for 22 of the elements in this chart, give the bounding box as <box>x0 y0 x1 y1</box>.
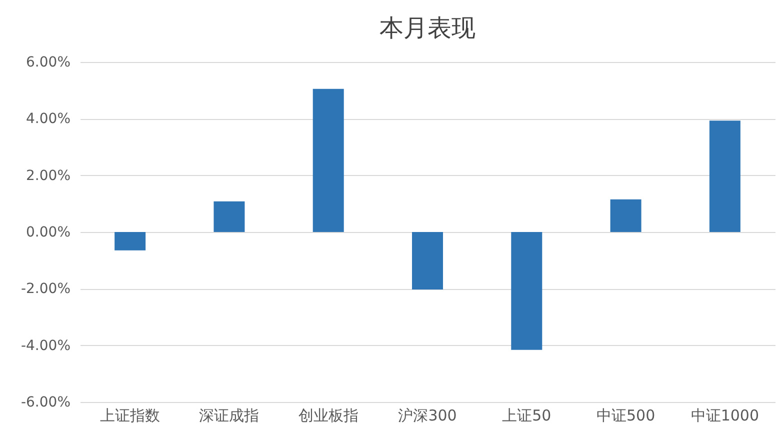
x-tick-label: 深证成指 <box>199 406 260 424</box>
x-tick-label: 创业板指 <box>298 406 358 424</box>
y-tick-label: -4.00% <box>20 338 70 354</box>
bar <box>709 120 740 232</box>
x-tick-label: 中证500 <box>596 406 656 424</box>
y-tick-label: 6.00% <box>26 54 70 70</box>
y-tick-label: -6.00% <box>20 394 70 410</box>
y-tick-label: 0.00% <box>26 224 70 240</box>
bar <box>114 232 146 250</box>
x-tick-label: 沪深300 <box>398 406 457 424</box>
y-tick-label: -2.00% <box>20 281 70 298</box>
y-tick-label: 4.00% <box>26 111 70 128</box>
y-tick-label: 2.00% <box>26 168 70 184</box>
bar <box>214 201 245 232</box>
bar <box>511 232 542 350</box>
x-tick-label: 上证50 <box>502 406 552 424</box>
bar <box>610 199 642 232</box>
bar <box>312 88 344 232</box>
x-tick-label: 上证指数 <box>100 406 160 424</box>
bar <box>412 232 443 290</box>
chart-title: 本月表现 <box>380 14 476 42</box>
x-tick-label: 中证1000 <box>690 406 760 424</box>
